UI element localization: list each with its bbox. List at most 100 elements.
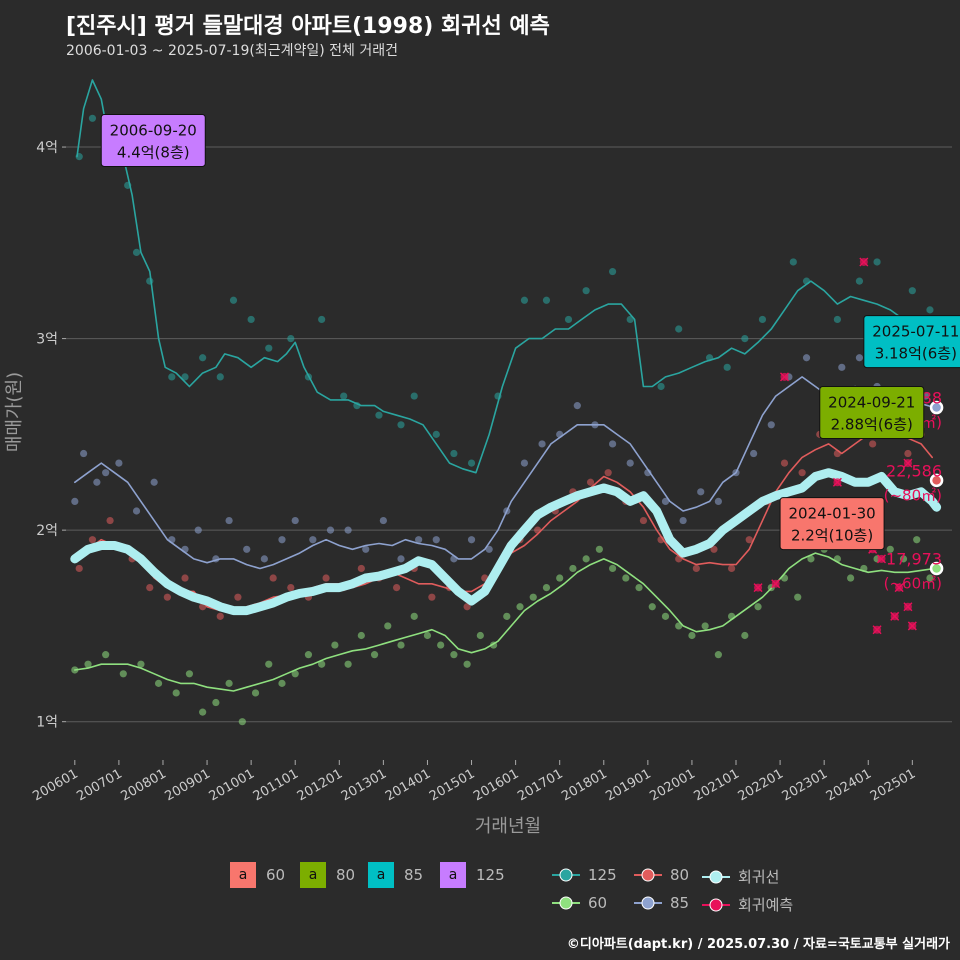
transaction-point bbox=[194, 526, 202, 534]
annotation-date: 2025-07-11 bbox=[872, 323, 959, 341]
legend-series-swatch bbox=[552, 896, 580, 910]
legend-swatch-dot bbox=[559, 896, 573, 910]
legend-series-swatch bbox=[634, 896, 662, 910]
transaction-point bbox=[520, 459, 529, 467]
legend-tag-125: a 125 bbox=[440, 862, 505, 888]
transaction-point bbox=[679, 516, 687, 525]
transaction-point bbox=[397, 555, 405, 563]
transaction-point bbox=[503, 612, 511, 620]
end-unit-label: (~80㎡) bbox=[884, 486, 942, 504]
x-tick-label: 200601 bbox=[30, 766, 80, 804]
x-tick-label: 202101 bbox=[692, 766, 742, 804]
transaction-point bbox=[163, 593, 171, 601]
transaction-point bbox=[648, 603, 656, 611]
legend-series-label: 85 bbox=[670, 894, 690, 912]
legend-series-swatch bbox=[552, 868, 580, 882]
annotation-value: 2.2억(10층) bbox=[791, 527, 873, 545]
transaction-point bbox=[908, 287, 916, 295]
transaction-point bbox=[410, 612, 418, 620]
transaction-point bbox=[428, 593, 436, 601]
end-value-label: 17,973 bbox=[886, 549, 942, 568]
transaction-point bbox=[251, 689, 260, 697]
x-tick-label: 201001 bbox=[207, 766, 257, 804]
transaction-point bbox=[626, 459, 634, 467]
legend-series-label: 125 bbox=[588, 866, 617, 884]
legend-tag-swatch: a bbox=[440, 862, 466, 888]
transaction-point bbox=[93, 478, 101, 486]
legend-swatch-dot bbox=[641, 868, 655, 882]
x-tick-label: 202401 bbox=[824, 766, 874, 804]
transaction-point bbox=[278, 679, 286, 687]
x-tick-label: 200901 bbox=[163, 766, 213, 804]
legend-tag-label: 60 bbox=[266, 866, 286, 884]
transaction-point bbox=[855, 277, 864, 285]
y-tick-label: 3억 bbox=[36, 332, 58, 348]
transaction-point bbox=[154, 679, 163, 687]
x-tick-label: 201201 bbox=[295, 766, 345, 804]
y-tick-label: 1억 bbox=[36, 715, 58, 731]
transaction-point bbox=[247, 315, 255, 324]
transaction-point bbox=[181, 574, 189, 582]
x-tick-label: 202201 bbox=[736, 766, 786, 804]
forecast-cross bbox=[894, 583, 904, 593]
transaction-point bbox=[529, 593, 537, 601]
transaction-point bbox=[595, 545, 603, 553]
transaction-point bbox=[467, 459, 476, 467]
transaction-point bbox=[432, 536, 440, 544]
series-lines bbox=[70, 79, 944, 692]
end-value-label: 22,586 bbox=[886, 461, 942, 480]
transaction-point bbox=[357, 631, 365, 640]
transaction-point bbox=[869, 440, 877, 448]
transaction-point bbox=[437, 641, 445, 649]
annotation-date: 2006-09-20 bbox=[110, 121, 197, 139]
forecast-cross bbox=[872, 625, 882, 635]
transaction-point bbox=[287, 334, 295, 343]
transaction-point bbox=[639, 516, 648, 525]
transaction-point bbox=[146, 584, 154, 592]
transaction-point bbox=[150, 478, 158, 486]
y-tick-label: 4억 bbox=[36, 140, 58, 156]
legend-series-label: 60 bbox=[588, 894, 608, 912]
transaction-point bbox=[798, 469, 806, 477]
x-tick-label: 201101 bbox=[251, 766, 301, 804]
transaction-point bbox=[450, 651, 458, 659]
transaction-point bbox=[392, 584, 401, 592]
annotation-box bbox=[100, 113, 206, 167]
transaction-point bbox=[423, 631, 432, 640]
transaction-point bbox=[397, 421, 405, 429]
legend-tag-swatch: a bbox=[300, 862, 326, 888]
transaction-point bbox=[340, 392, 348, 400]
transaction-point bbox=[904, 449, 912, 458]
end-unit-label: (~60㎡) bbox=[884, 574, 942, 592]
transaction-point bbox=[710, 545, 718, 553]
transaction-point bbox=[833, 315, 841, 324]
transaction-point bbox=[216, 612, 224, 620]
transaction-point bbox=[608, 564, 617, 573]
legend-series-label: 회귀예측 bbox=[738, 896, 794, 914]
transaction-point bbox=[604, 469, 612, 477]
transaction-point bbox=[84, 660, 92, 668]
annotation-box bbox=[863, 315, 960, 369]
series-endpoint bbox=[929, 561, 944, 576]
forecast-cross bbox=[907, 621, 917, 631]
legend-tag-label: 80 bbox=[336, 866, 356, 884]
annotation-date: 2024-01-30 bbox=[788, 505, 875, 523]
transaction-point bbox=[397, 641, 405, 649]
transaction-point bbox=[780, 459, 789, 467]
annotation-value: 2.88억(6층) bbox=[831, 415, 913, 433]
transaction-point bbox=[886, 545, 894, 553]
transaction-point bbox=[132, 507, 141, 515]
legend-series-label: 80 bbox=[670, 866, 690, 884]
transaction-point bbox=[463, 660, 471, 668]
transaction-point bbox=[564, 315, 573, 324]
legend-series-회귀선: 회귀선 bbox=[702, 866, 779, 887]
transaction-point bbox=[278, 536, 286, 544]
forecast-cross bbox=[890, 611, 900, 621]
x-tick-label: 201301 bbox=[339, 766, 389, 804]
transaction-point bbox=[344, 526, 352, 534]
legend-series-85: 85 bbox=[634, 894, 689, 912]
transaction-point bbox=[794, 593, 802, 601]
legend-series-60: 60 bbox=[552, 894, 607, 912]
series-endpoint bbox=[929, 400, 944, 415]
transaction-point bbox=[88, 536, 97, 544]
